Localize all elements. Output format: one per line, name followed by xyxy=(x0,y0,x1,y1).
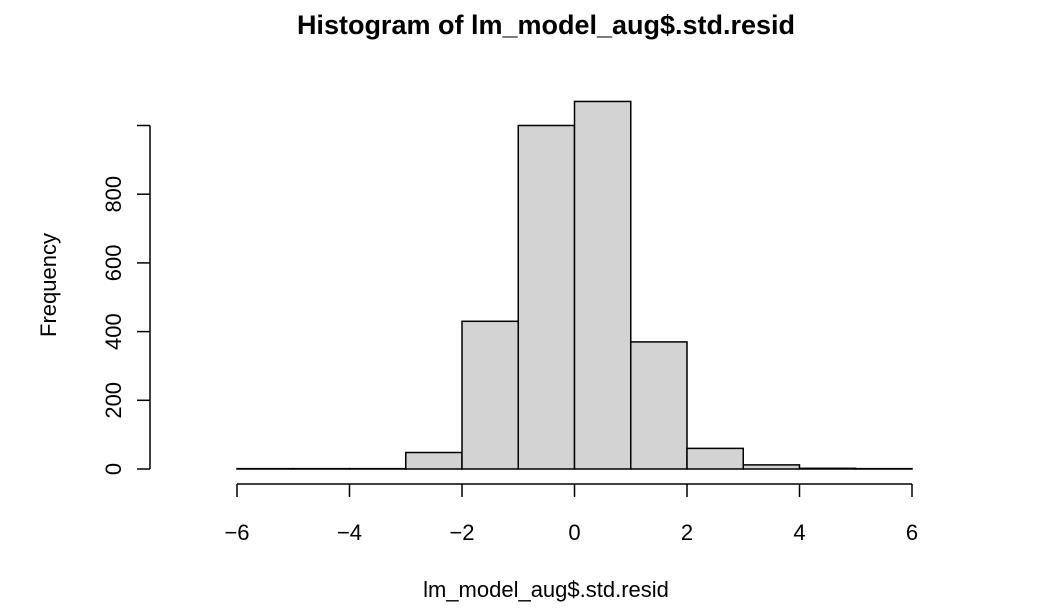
x-tick-label: 6 xyxy=(906,520,918,545)
histogram-bar xyxy=(686,447,744,470)
chart-title: Histogram of lm_model_aug$.std.resid xyxy=(297,10,795,40)
y-axis: 0 200 400 600 800 xyxy=(101,124,151,475)
x-tick-label: −6 xyxy=(224,520,249,545)
x-tick-label: 0 xyxy=(568,520,580,545)
histogram-bar xyxy=(630,341,688,470)
histogram-bar xyxy=(573,100,632,470)
x-tick-label: 2 xyxy=(681,520,693,545)
x-axis: −6 −4 −2 0 2 4 6 xyxy=(224,483,918,545)
histogram-bar xyxy=(742,464,801,470)
histogram-bar xyxy=(461,320,519,470)
x-axis-label: lm_model_aug$.std.resid xyxy=(423,577,669,602)
y-axis-label: Frequency xyxy=(36,233,61,337)
x-tick-label: −2 xyxy=(449,520,474,545)
bars-group xyxy=(236,100,913,470)
x-tick-label: −4 xyxy=(337,520,362,545)
y-tick-label: 0 xyxy=(101,463,126,475)
y-tick-label: 800 xyxy=(101,176,126,213)
histogram-bar xyxy=(798,467,857,470)
x-tick-label: 4 xyxy=(793,520,805,545)
histogram-bar xyxy=(517,124,576,470)
y-tick-label: 400 xyxy=(101,313,126,350)
y-tick-label: 200 xyxy=(101,382,126,419)
histogram-bar xyxy=(405,451,463,470)
y-tick-label: 600 xyxy=(101,245,126,282)
